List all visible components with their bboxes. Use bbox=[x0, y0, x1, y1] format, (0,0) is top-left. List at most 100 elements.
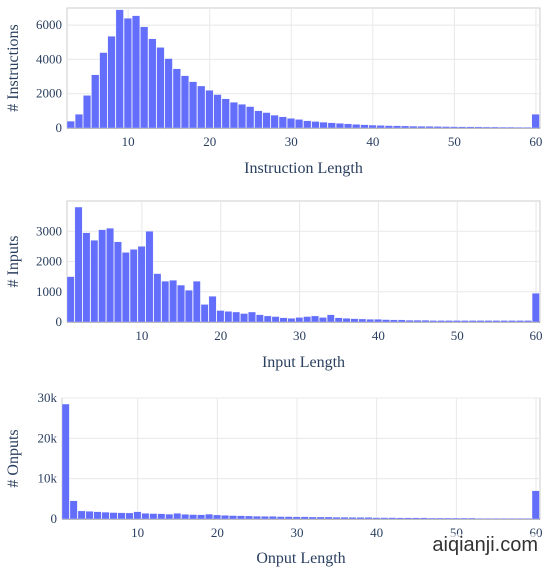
histogram-bar bbox=[129, 249, 138, 323]
histogram-bar bbox=[268, 516, 277, 520]
histogram-bar bbox=[500, 518, 508, 520]
histogram-bar bbox=[197, 514, 205, 520]
histogram-bar bbox=[295, 119, 304, 129]
histogram-bar bbox=[165, 514, 174, 520]
histogram-bar bbox=[388, 517, 397, 520]
histogram-bar bbox=[372, 517, 381, 520]
input-length-histogram: 0 1000 2000 3000 10 20 30 40 50 60 Input Length # I… bbox=[5, 200, 543, 371]
histogram-bar bbox=[90, 240, 99, 323]
y-axis-title: # Inputs bbox=[5, 236, 22, 288]
x-axis-title: Instruction Length bbox=[244, 160, 363, 177]
x-tick-label: 50 bbox=[451, 328, 464, 343]
histogram-bar bbox=[91, 74, 100, 129]
x-tick-label: 10 bbox=[131, 525, 144, 540]
histogram-bar bbox=[172, 68, 181, 129]
histogram-bar bbox=[106, 228, 114, 323]
histogram-bar bbox=[500, 320, 509, 323]
histogram-bar bbox=[181, 75, 189, 129]
histogram-bar bbox=[232, 311, 240, 323]
histogram-bar bbox=[185, 290, 193, 323]
histogram-bar bbox=[145, 231, 154, 323]
histogram-bar bbox=[507, 126, 516, 129]
histogram-bar bbox=[101, 511, 110, 520]
x-tick-label: 10 bbox=[135, 328, 148, 343]
histogram-bar bbox=[352, 124, 361, 129]
histogram-bar bbox=[98, 229, 106, 323]
histogram-bar bbox=[360, 124, 369, 129]
histogram-bar bbox=[316, 516, 325, 520]
histogram-bar bbox=[133, 511, 142, 520]
histogram-bar bbox=[253, 516, 261, 520]
histogram-bar bbox=[524, 320, 532, 323]
x-tick-label: 50 bbox=[448, 134, 461, 149]
histogram-bar bbox=[270, 114, 279, 129]
histogram-bar bbox=[99, 52, 108, 129]
histogram-bar bbox=[284, 516, 293, 520]
histogram-bar bbox=[348, 517, 357, 520]
histogram-bar bbox=[421, 320, 430, 323]
histogram-bar bbox=[169, 280, 177, 323]
histogram-bar bbox=[107, 36, 116, 129]
histogram-bar bbox=[83, 95, 92, 129]
histogram-bar bbox=[216, 310, 225, 323]
histogram-bar bbox=[436, 517, 444, 520]
histogram-bar bbox=[368, 124, 377, 129]
histogram-bar bbox=[413, 320, 422, 323]
watermark: aiqianji.com bbox=[432, 534, 538, 557]
histogram-bar bbox=[401, 125, 410, 129]
histogram-bar bbox=[492, 518, 500, 520]
histogram-bar bbox=[66, 276, 75, 323]
histogram-bar bbox=[420, 517, 429, 520]
histogram-bar bbox=[412, 517, 421, 520]
histogram-bar bbox=[271, 316, 280, 323]
histogram-bar bbox=[149, 513, 158, 520]
y-tick-label: 20k bbox=[38, 430, 58, 445]
histogram-bar bbox=[177, 284, 185, 323]
histogram-bar bbox=[429, 320, 438, 323]
histogram-bar bbox=[425, 126, 434, 129]
histogram-bar bbox=[396, 517, 405, 520]
histogram-bar bbox=[123, 18, 132, 129]
histogram-bar bbox=[523, 518, 532, 520]
histogram-bar bbox=[499, 126, 507, 129]
histogram-bar bbox=[248, 311, 256, 323]
histogram-bar bbox=[205, 514, 213, 520]
histogram-bar bbox=[515, 126, 524, 129]
histogram-bar bbox=[115, 9, 124, 129]
histogram-bar bbox=[197, 85, 206, 129]
x-axis-title: Onput Length bbox=[256, 550, 345, 567]
histogram-bar bbox=[334, 317, 343, 323]
histogram-bar bbox=[482, 126, 491, 129]
histogram-bar bbox=[181, 514, 190, 520]
histogram-bar bbox=[292, 516, 301, 520]
histogram-bar bbox=[342, 318, 351, 323]
histogram-bar bbox=[466, 126, 475, 129]
y-tick-label: 0 bbox=[56, 120, 63, 135]
histogram-bar bbox=[74, 206, 83, 323]
x-tick-label: 20 bbox=[214, 328, 227, 343]
histogram-bar bbox=[295, 317, 304, 323]
histogram-bar bbox=[376, 125, 385, 129]
x-tick-label: 40 bbox=[370, 525, 383, 540]
x-tick-label: 30 bbox=[293, 328, 306, 343]
histogram-bar bbox=[384, 125, 393, 129]
histogram-bar bbox=[531, 490, 540, 520]
histogram-bar bbox=[276, 516, 285, 520]
histogram-bar bbox=[256, 314, 264, 323]
histogram-bar bbox=[461, 320, 469, 323]
y-tick-label: 2000 bbox=[36, 254, 62, 269]
y-tick-label: 4000 bbox=[36, 51, 62, 66]
y-axis-title: # Instructions bbox=[5, 24, 22, 112]
histogram-bar bbox=[476, 518, 484, 520]
x-axis-title: Input Length bbox=[262, 354, 345, 371]
histogram-bar bbox=[61, 403, 70, 520]
x-tick-label: 40 bbox=[366, 134, 379, 149]
histogram-bar bbox=[484, 320, 493, 323]
histogram-bar bbox=[445, 320, 453, 323]
histogram-bar bbox=[262, 112, 271, 129]
histogram-bar bbox=[311, 121, 320, 129]
histogram-bar bbox=[137, 246, 146, 323]
instruction-length-histogram: 0 2000 4000 6000 10 20 30 40 50 60 Instruction Len… bbox=[5, 7, 542, 177]
histogram-bar bbox=[189, 81, 198, 129]
histogram-bar bbox=[484, 518, 492, 520]
